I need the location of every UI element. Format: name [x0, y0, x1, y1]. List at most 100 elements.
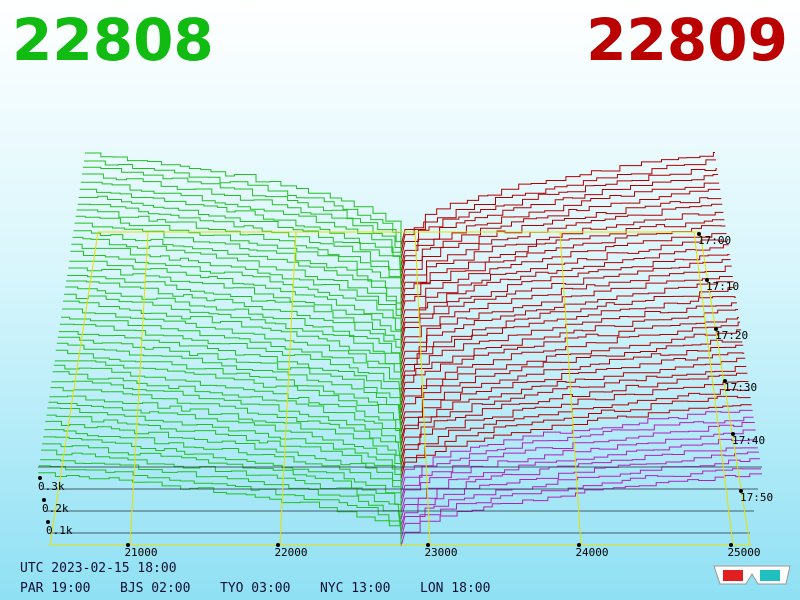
tick-dot — [276, 543, 280, 547]
tick-dot — [739, 489, 743, 493]
ask-curve — [400, 451, 759, 527]
bid-curve — [77, 203, 402, 293]
price-grid-line — [693, 231, 734, 546]
depth-tick-label: 0.3k — [38, 480, 65, 493]
bid-curve — [48, 401, 402, 480]
time-tick-label: 17:20 — [715, 329, 748, 342]
depth-tick-label: 0.2k — [42, 502, 69, 515]
bid-curve — [59, 323, 402, 407]
ask-curve — [400, 404, 752, 480]
time-tick-label: 17:50 — [740, 491, 773, 504]
bid-curve — [56, 342, 402, 427]
bid-curve — [41, 449, 402, 527]
bid-curve — [82, 166, 402, 260]
ask-curve — [400, 197, 722, 287]
bid-curve — [64, 293, 402, 380]
depth-tick-label: 0.1k — [46, 524, 73, 537]
price-tick-label: 22000 — [274, 546, 307, 559]
tick-dot — [38, 476, 42, 480]
tick-dot — [126, 543, 130, 547]
ask-curve — [400, 357, 746, 440]
bid-curve — [47, 407, 402, 486]
ask-curve — [400, 339, 743, 420]
price-tick-label: 25000 — [727, 546, 760, 559]
ask-curve — [400, 381, 749, 460]
tick-dot — [731, 432, 735, 436]
lens-cyan — [760, 570, 780, 581]
bid-curve — [46, 414, 402, 493]
bid-curve — [71, 243, 402, 333]
tick-dot — [46, 520, 50, 524]
bid-curve — [81, 173, 402, 266]
timezone-label: PAR 19:00 — [20, 581, 90, 596]
bid-curve — [66, 280, 402, 366]
ask-curve — [400, 225, 726, 313]
3d-glasses — [713, 565, 791, 585]
ask-curve — [400, 287, 735, 373]
bid-curve — [76, 209, 402, 300]
ask-curve — [400, 438, 757, 513]
bid-curve — [40, 459, 402, 533]
bid-curve — [61, 316, 402, 400]
ask-curve — [400, 244, 729, 333]
ask-curve — [400, 265, 732, 353]
bid-curve — [54, 360, 402, 440]
bid-curve — [74, 222, 402, 313]
time-tick-label: 17:30 — [724, 381, 757, 394]
tick-dot — [729, 543, 733, 547]
time-tick-label: 17:40 — [732, 434, 765, 447]
ask-curve — [400, 372, 748, 453]
ask-curve — [400, 259, 731, 347]
bid-curve — [85, 152, 402, 246]
ask-curve — [400, 152, 715, 247]
ask-curve — [400, 366, 747, 447]
ask-curve — [400, 429, 756, 507]
ask-curve — [400, 296, 736, 380]
tick-dot — [723, 379, 727, 383]
frame — [49, 231, 751, 546]
timezone-label: LON 18:00 — [420, 581, 490, 596]
bid-curve — [39, 465, 402, 540]
tick-dot — [426, 543, 430, 547]
time-tick-label: 17:00 — [698, 234, 731, 247]
ask-curve — [400, 233, 727, 320]
timezone-label: NYC 13:00 — [320, 581, 390, 596]
tick-dot — [697, 232, 701, 236]
bid-curve — [62, 308, 402, 393]
ask-curve — [400, 409, 753, 487]
tick-dot — [577, 543, 581, 547]
bid-curve — [49, 395, 402, 473]
depth-curves — [38, 152, 762, 547]
ask-curve — [400, 329, 742, 413]
price-grid-line — [129, 231, 149, 546]
bid-curve — [55, 349, 402, 433]
ask-curve — [400, 422, 755, 500]
bid-curve — [63, 300, 402, 386]
ask-curve — [400, 211, 724, 300]
price-tick-label: 24000 — [575, 546, 608, 559]
tick-dot — [705, 278, 709, 282]
bid-curve — [84, 160, 402, 253]
timezone-label: TYO 03:00 — [220, 581, 290, 596]
ask-curve — [400, 447, 758, 520]
bid-curve — [43, 436, 402, 513]
ask-curve — [400, 344, 744, 427]
ask-curve — [400, 168, 718, 260]
ask-curve — [400, 352, 745, 433]
price-grid-line — [559, 231, 582, 546]
ask-curve — [400, 203, 723, 293]
ask-curve — [400, 468, 761, 540]
labels: 21000 22000 23000 24000 25000 0.3k 0.2k 0.1k 17:… — [38, 232, 773, 559]
bid-curve — [38, 472, 402, 546]
ask-curve — [400, 239, 728, 327]
bid-curve — [57, 336, 402, 420]
lens-red — [723, 570, 743, 581]
bid-curve — [53, 364, 402, 446]
ask-price: 22809 — [586, 6, 788, 74]
bid-curve — [69, 260, 402, 346]
ask-curve — [400, 276, 733, 360]
time-tick-label: 17:10 — [706, 280, 739, 293]
bid-curve — [50, 387, 402, 467]
bid-curve — [68, 267, 402, 353]
